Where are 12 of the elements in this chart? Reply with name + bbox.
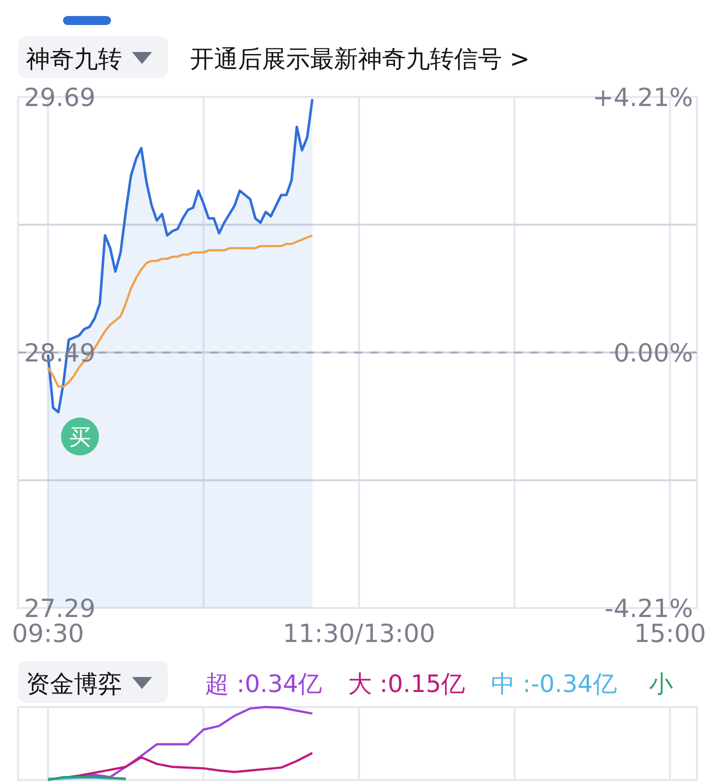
text: 中 :-0.34亿 xyxy=(491,670,617,698)
chart-subtitle: 开通后展示最新神奇九转信号 > xyxy=(190,45,530,73)
series-label: 超 :0.34亿 xyxy=(205,670,322,698)
chart-title: 资金博弈 xyxy=(26,670,122,698)
chart-title: 神奇九转 xyxy=(26,45,122,73)
y2-tick-label: 0.00% xyxy=(614,338,693,368)
annotation: 买 xyxy=(69,426,91,450)
y2-tick-label: +4.21% xyxy=(592,83,693,112)
x-tick-label: 11:30/13:00 xyxy=(282,619,436,648)
y-tick-label: 29.69 xyxy=(24,83,96,112)
text: 小 xyxy=(649,670,673,698)
text: 大 :0.15亿 xyxy=(348,670,466,698)
